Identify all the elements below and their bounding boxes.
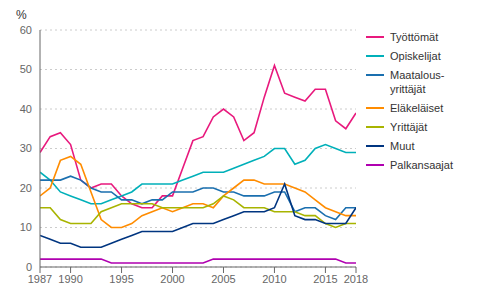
svg-text:2005: 2005 [211,273,235,285]
html-text:Opiskelijat: Opiskelijat [390,50,441,62]
html-text:Maatalous- yrittäjät: Maatalous- yrittäjät [390,69,445,95]
html-text:Yrittäjät: Yrittäjät [390,121,428,133]
svg-text:20: 20 [20,182,32,194]
html-text:Eläkeläiset: Eläkeläiset [390,102,444,114]
svg-text:40: 40 [20,103,32,115]
svg-text:2000: 2000 [160,273,184,285]
html-text:Työttömät: Työttömät [390,31,439,43]
svg-text:1995: 1995 [109,273,133,285]
svg-text:0: 0 [26,261,32,273]
svg-text:10: 10 [20,221,32,233]
svg-text:60: 60 [20,24,32,36]
svg-text:1987: 1987 [28,273,52,285]
html-text:Palkansaajat: Palkansaajat [390,159,453,171]
svg-text:2018: 2018 [344,273,368,285]
svg-text:2010: 2010 [262,273,286,285]
svg-text:1990: 1990 [58,273,82,285]
html-text:Muut: Muut [390,140,415,152]
svg-text:30: 30 [20,142,32,154]
svg-text:50: 50 [20,63,32,75]
svg-text:2015: 2015 [313,273,337,285]
